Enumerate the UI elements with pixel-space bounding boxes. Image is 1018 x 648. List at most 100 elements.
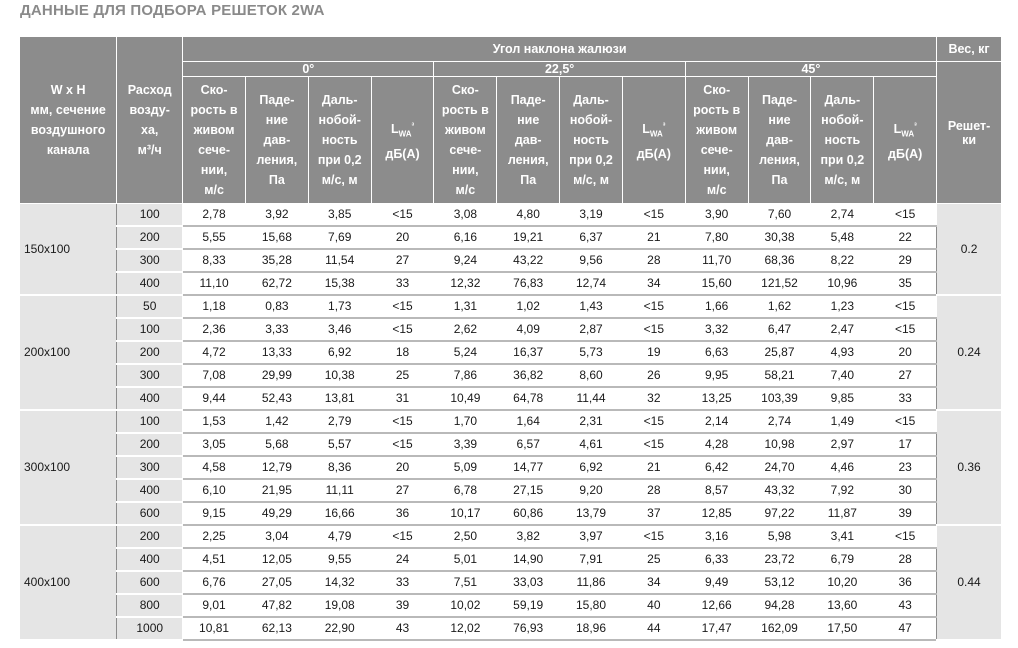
velocity-header: Ско-рость в живом сече-нии, м/с (684, 76, 749, 204)
airflow-cell: 400 (116, 386, 184, 411)
value-cell: 10,98 (747, 432, 812, 457)
value-cell: 5,48 (810, 225, 875, 250)
value-cell: 3,05 (182, 432, 246, 457)
value-cell: 16,37 (496, 340, 561, 365)
value-cell: 2,47 (810, 317, 875, 342)
value-cell: 121,52 (747, 271, 812, 296)
value-cell: 12,02 (433, 616, 498, 641)
value-cell: 3,33 (244, 317, 309, 342)
value-cell: <15 (621, 294, 686, 319)
value-cell: 8,57 (684, 478, 749, 503)
value-cell: 11,44 (559, 386, 623, 411)
flow-column-header: Расход возду-ха, м³/ч (116, 36, 184, 204)
value-cell: 2,25 (182, 524, 246, 549)
value-cell: 6,47 (747, 317, 812, 342)
value-cell: 8,22 (810, 248, 875, 273)
value-cell: 2,36 (182, 317, 246, 342)
value-cell: 33,03 (496, 570, 561, 595)
value-cell: 52,43 (244, 386, 309, 411)
value-cell: 5,73 (559, 340, 623, 365)
value-cell: 9,01 (182, 593, 246, 618)
value-cell: 10,17 (433, 501, 498, 526)
value-cell: 23 (873, 455, 938, 480)
value-cell: 1,62 (747, 294, 812, 319)
value-cell: 10,02 (433, 593, 498, 618)
value-cell: 7,91 (559, 547, 623, 572)
throw-distance-header: Даль-нобой-ность при 0,2 м/с, м (559, 76, 623, 204)
value-cell: <15 (370, 203, 435, 227)
value-cell: 18 (370, 340, 435, 365)
value-cell: 7,86 (433, 363, 498, 388)
table-row: 1000 10,81 62,13 22,90 43 12,02 76,93 18,96 44 17… (20, 616, 1002, 641)
value-cell: 44 (621, 616, 686, 641)
value-cell: 43 (370, 616, 435, 641)
value-cell: 6,92 (307, 340, 372, 365)
value-cell: 25,87 (747, 340, 812, 365)
value-cell: 1,31 (433, 294, 498, 319)
table-row: 400 6,10 21,95 11,11 27 6,78 27,15 9,20 28 8,57 43… (20, 478, 1002, 503)
value-cell: 5,24 (433, 340, 498, 365)
value-cell: 6,79 (810, 547, 875, 572)
value-cell: 27 (873, 363, 938, 388)
value-cell: 14,32 (307, 570, 372, 595)
value-cell: 20 (370, 225, 435, 250)
sound-level-header: LWA³ дБ(А) (621, 76, 686, 204)
value-cell: 7,40 (810, 363, 875, 388)
value-cell: 33 (370, 570, 435, 595)
value-cell: 62,13 (244, 616, 309, 641)
value-cell: 3,46 (307, 317, 372, 342)
value-cell: 20 (370, 455, 435, 480)
value-cell: 24,70 (747, 455, 812, 480)
table-row: 300 8,33 35,28 11,54 27 9,24 43,22 9,56 28 11,70 6… (20, 248, 1002, 273)
value-cell: <15 (621, 317, 686, 342)
value-cell: 1,23 (810, 294, 875, 319)
value-cell: 12,66 (684, 593, 749, 618)
value-cell: 4,51 (182, 547, 246, 572)
value-cell: 4,79 (307, 524, 372, 549)
value-cell: 8,60 (559, 363, 623, 388)
value-cell: <15 (873, 203, 938, 227)
value-cell: 35 (873, 271, 938, 296)
value-cell: 1,43 (559, 294, 623, 319)
value-cell: 1,18 (182, 294, 246, 319)
velocity-header: Ско-рость в живом сече-нии, м/с (182, 76, 246, 204)
angle-22-5-header: 22,5° (433, 61, 686, 77)
value-cell: <15 (873, 409, 938, 434)
value-cell: 4,46 (810, 455, 875, 480)
airflow-cell: 200 (116, 432, 184, 457)
value-cell: 26 (621, 363, 686, 388)
value-cell: 7,60 (747, 203, 812, 227)
airflow-cell: 300 (116, 248, 184, 273)
airflow-cell: 800 (116, 593, 184, 618)
value-cell: 6,37 (559, 225, 623, 250)
value-cell: 1,49 (810, 409, 875, 434)
value-cell: <15 (370, 432, 435, 457)
table-row: 300 7,08 29,99 10,38 25 7,86 36,82 8,60 26 9,95 58… (20, 363, 1002, 388)
value-cell: 12,32 (433, 271, 498, 296)
value-cell: 36 (370, 501, 435, 526)
value-cell: 6,57 (496, 432, 561, 457)
value-cell: 59,19 (496, 593, 561, 618)
value-cell: 30,38 (747, 225, 812, 250)
value-cell: 33 (873, 386, 938, 411)
value-cell: 17 (873, 432, 938, 457)
value-cell: 22 (873, 225, 938, 250)
duct-size-cell: 300x100 (18, 409, 118, 526)
value-cell: 76,93 (496, 616, 561, 641)
value-cell: 2,50 (433, 524, 498, 549)
angle-45-header: 45° (684, 61, 938, 77)
value-cell: 3,90 (684, 203, 749, 227)
value-cell: 5,57 (307, 432, 372, 457)
value-cell: <15 (621, 524, 686, 549)
value-cell: 32 (621, 386, 686, 411)
value-cell: <15 (370, 524, 435, 549)
value-cell: 9,15 (182, 501, 246, 526)
table-body: 150x100 100 2,78 3,92 3,85 <15 3,08 4,80 3,19 <15… (18, 203, 1002, 641)
value-cell: 11,10 (182, 271, 246, 296)
value-cell: 2,74 (810, 203, 875, 227)
value-cell: 5,55 (182, 225, 246, 250)
value-cell: 5,01 (433, 547, 498, 572)
value-cell: 3,04 (244, 524, 309, 549)
